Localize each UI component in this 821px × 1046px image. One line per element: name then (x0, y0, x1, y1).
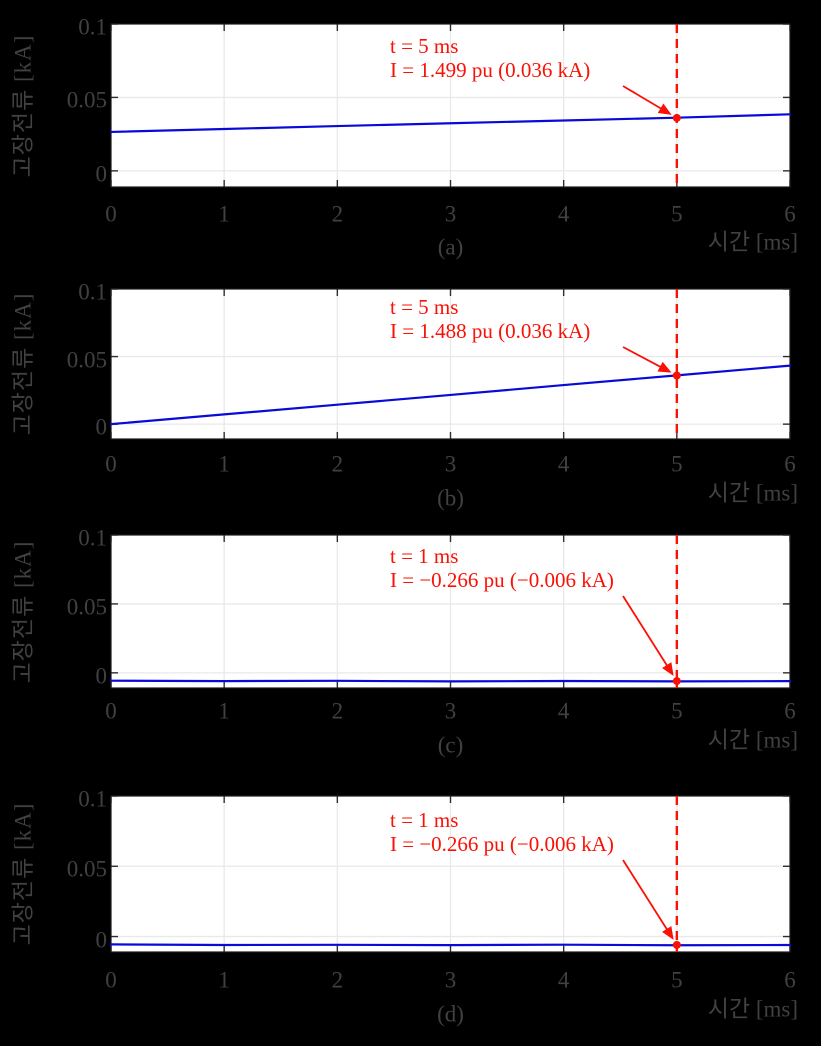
y-tick-label: 0 (95, 663, 108, 689)
annotation-arrow (622, 85, 672, 115)
x-tick-label: 4 (557, 201, 570, 227)
axes-box (110, 288, 791, 440)
x-tick-label: 3 (444, 451, 457, 477)
y-tick-label: 0 (95, 414, 108, 440)
x-axis-label: 시간 [ms] (707, 229, 798, 255)
y-tick-label: 0.05 (66, 856, 107, 882)
subplot-caption: (a) (437, 234, 464, 260)
x-tick-label: 6 (784, 698, 796, 724)
cursor-marker (672, 677, 681, 686)
x-tick-label: 3 (444, 698, 457, 724)
y-tick-label: 0 (95, 161, 108, 187)
cursor-annotation-time: t = 1 ms (390, 808, 459, 832)
x-tick-label: 1 (218, 201, 230, 227)
x-tick-label: 2 (331, 967, 344, 993)
y-axis-label: 고장전류 [kA] (10, 802, 36, 946)
axes-box (110, 23, 791, 188)
series-line (109, 943, 792, 947)
y-tick-label: 0.1 (78, 786, 107, 812)
y-tick-label: 0.1 (78, 525, 107, 551)
x-tick-label: 4 (557, 451, 570, 477)
axes-box (110, 534, 791, 689)
x-tick-label: 0 (105, 967, 117, 993)
x-tick-label: 1 (218, 698, 230, 724)
x-tick-label: 0 (105, 201, 117, 227)
cursor-annotation-current: I = −0.266 pu (−0.006 kA) (390, 568, 614, 592)
cursor-annotation-time: t = 5 ms (390, 295, 459, 319)
x-tick-label: 0 (105, 698, 117, 724)
y-tick-label: 0.05 (66, 347, 107, 373)
subplot-caption: (d) (437, 1001, 464, 1027)
x-tick-label: 3 (444, 967, 457, 993)
cursor-annotation-time: t = 1 ms (390, 544, 459, 568)
cursor-annotation-current: I = −0.266 pu (−0.006 kA) (390, 832, 614, 856)
y-tick-label: 0.05 (66, 87, 107, 113)
annotation-arrow (622, 859, 674, 940)
x-tick-label: 4 (557, 698, 570, 724)
subplot-caption: (c) (437, 732, 464, 758)
x-tick-label: 5 (671, 967, 683, 993)
y-axis-label: 고장전류 [kA] (10, 540, 36, 683)
x-tick-label: 5 (671, 451, 683, 477)
y-tick-label: 0.1 (78, 279, 107, 305)
x-tick-label: 5 (671, 201, 683, 227)
cursor-annotation-current: I = 1.488 pu (0.036 kA) (390, 319, 591, 343)
y-tick-label: 0.05 (66, 594, 107, 620)
cursor-marker (672, 113, 681, 122)
x-axis-label: 시간 [ms] (707, 996, 798, 1022)
x-tick-label: 5 (671, 698, 683, 724)
x-tick-label: 6 (784, 201, 796, 227)
y-axis-label: 고장전류 [kA] (10, 34, 36, 177)
y-tick-label: 0 (95, 927, 108, 953)
x-tick-label: 2 (331, 451, 344, 477)
cursor-marker (672, 940, 681, 949)
annotation-arrow (622, 595, 674, 677)
y-tick-label: 0.1 (78, 14, 107, 40)
annotation-arrow (622, 346, 672, 373)
x-tick-label: 1 (218, 451, 230, 477)
axes-box (110, 795, 791, 953)
x-tick-label: 2 (331, 201, 344, 227)
cursor-annotation-current: I = 1.499 pu (0.036 kA) (390, 58, 591, 82)
y-axis-label: 고장전류 [kA] (10, 292, 36, 436)
x-tick-label: 6 (784, 451, 796, 477)
x-tick-label: 4 (557, 967, 570, 993)
x-axis-label: 시간 [ms] (707, 727, 798, 753)
cursor-annotation-time: t = 5 ms (390, 34, 459, 58)
cursor-marker (672, 371, 681, 380)
series-line (109, 679, 792, 683)
x-tick-label: 6 (784, 967, 796, 993)
x-tick-label: 3 (444, 201, 457, 227)
x-axis-label: 시간 [ms] (707, 480, 798, 506)
x-tick-label: 2 (331, 698, 344, 724)
x-tick-label: 0 (105, 451, 117, 477)
x-tick-label: 1 (218, 967, 230, 993)
subplot-caption: (b) (437, 485, 464, 511)
